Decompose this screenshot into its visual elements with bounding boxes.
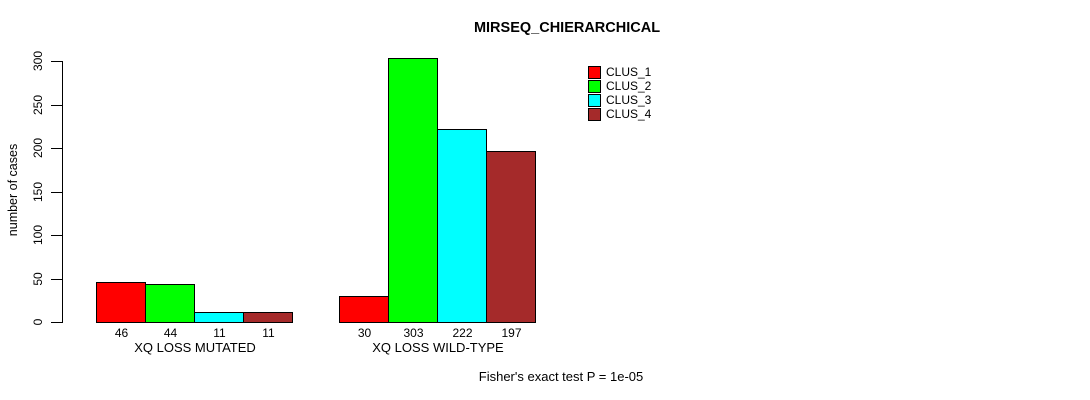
legend-label: CLUS_3 xyxy=(606,93,652,107)
y-axis-label: number of cases xyxy=(6,143,20,237)
bar-clus_4-2 xyxy=(486,151,536,323)
bar-clus_4-1 xyxy=(243,312,293,323)
y-tick-label: 250 xyxy=(31,94,45,116)
category-label: XQ LOSS MUTATED xyxy=(134,340,256,355)
legend-item-clus_3: CLUS_3 xyxy=(588,93,652,107)
bar-value-label: 30 xyxy=(357,326,372,340)
y-tick-label: 150 xyxy=(31,181,45,203)
y-tick-mark xyxy=(51,105,62,106)
y-tick-mark xyxy=(51,235,62,236)
bar-value-label: 222 xyxy=(452,326,473,340)
y-tick-label: 200 xyxy=(31,137,45,159)
y-tick-mark xyxy=(51,192,62,193)
legend-label: CLUS_1 xyxy=(606,65,652,79)
y-tick-label: 0 xyxy=(31,318,45,326)
legend-swatch xyxy=(588,65,601,79)
bar-clus_2-1 xyxy=(145,284,195,323)
legend-label: CLUS_2 xyxy=(606,79,652,93)
legend-swatch xyxy=(588,107,601,121)
bar-clus_3-2 xyxy=(437,129,487,323)
category-label: XQ LOSS WILD-TYPE xyxy=(372,340,504,355)
y-tick-label: 300 xyxy=(31,50,45,72)
chart-title: MIRSEQ_CHIERARCHICAL xyxy=(473,20,661,36)
legend-label: CLUS_4 xyxy=(606,107,652,121)
y-tick-mark xyxy=(51,279,62,280)
legend-item-clus_1: CLUS_1 xyxy=(588,65,652,79)
bar-value-label: 11 xyxy=(213,326,226,340)
bar-value-label: 46 xyxy=(114,326,129,340)
y-axis-line xyxy=(62,61,63,323)
bar-value-label: 11 xyxy=(262,326,275,340)
y-tick-mark xyxy=(51,148,62,149)
y-tick-mark xyxy=(51,322,62,323)
bar-value-label: 303 xyxy=(403,326,424,340)
bar-value-label: 197 xyxy=(501,326,522,340)
y-tick-mark xyxy=(51,61,62,62)
legend-item-clus_4: CLUS_4 xyxy=(588,107,652,121)
bar-clus_3-1 xyxy=(194,312,244,323)
bar-clus_1-1 xyxy=(96,282,146,323)
bar-value-label: 44 xyxy=(163,326,178,340)
legend-swatch xyxy=(588,79,601,93)
bar-clus_1-2 xyxy=(339,296,389,323)
statistics-annotation: Fisher's exact test P = 1e-05 xyxy=(478,369,644,384)
legend: CLUS_1 CLUS_2 CLUS_3 CLUS_4 xyxy=(588,65,652,122)
legend-item-clus_2: CLUS_2 xyxy=(588,79,652,93)
bar-clus_2-2 xyxy=(388,58,438,323)
legend-swatch xyxy=(588,93,601,107)
y-tick-label: 100 xyxy=(31,224,45,246)
y-tick-label: 50 xyxy=(31,272,45,286)
